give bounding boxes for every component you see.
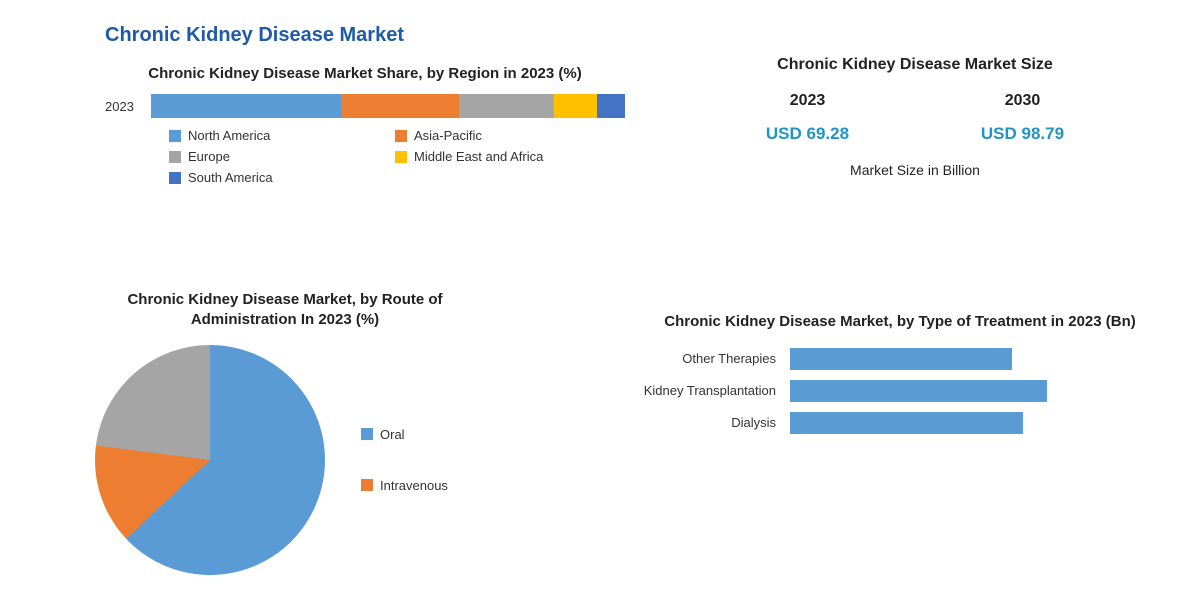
region-share-title: Chronic Kidney Disease Market Share, by … — [105, 64, 625, 84]
treatment-track — [790, 412, 1160, 434]
legend-item: Middle East and Africa — [395, 149, 595, 164]
market-size-columns: 2023 USD 69.28 2030 USD 98.79 — [700, 92, 1130, 144]
treatment-bar — [790, 348, 1012, 370]
market-size-col-2023: 2023 USD 69.28 — [766, 92, 849, 144]
market-size-title: Chronic Kidney Disease Market Size — [700, 56, 1130, 74]
route-admin-chart: Chronic Kidney Disease Market, by Route … — [95, 290, 635, 575]
region-share-chart: Chronic Kidney Disease Market Share, by … — [105, 64, 625, 185]
region-segment — [597, 94, 625, 118]
legend-item: South America — [169, 170, 369, 185]
market-size-year: 2023 — [766, 92, 849, 110]
treatment-type-title: Chronic Kidney Disease Market, by Type o… — [640, 312, 1160, 332]
region-share-bar-row: 2023 — [105, 94, 625, 118]
region-segment — [554, 94, 597, 118]
page-title: Chronic Kidney Disease Market — [105, 24, 404, 47]
legend-label: Oral — [380, 427, 405, 442]
treatment-row: Kidney Transplantation — [640, 380, 1160, 402]
legend-item: Intravenous — [361, 478, 448, 493]
treatment-track — [790, 380, 1160, 402]
treatment-label: Other Therapies — [640, 351, 790, 367]
legend-swatch — [169, 130, 181, 142]
treatment-track — [790, 348, 1160, 370]
legend-swatch — [395, 130, 407, 142]
legend-swatch — [395, 151, 407, 163]
market-size-panel: Chronic Kidney Disease Market Size 2023 … — [700, 56, 1130, 178]
legend-label: North America — [188, 128, 270, 143]
market-size-note: Market Size in Billion — [700, 162, 1130, 178]
treatment-bar — [790, 380, 1047, 402]
legend-swatch — [169, 172, 181, 184]
region-share-legend: North America Asia-Pacific Europe Middle Ea… — [105, 128, 625, 185]
market-size-col-2030: 2030 USD 98.79 — [981, 92, 1064, 144]
region-segment — [459, 94, 554, 118]
treatment-row: Other Therapies — [640, 348, 1160, 370]
market-size-year: 2030 — [981, 92, 1064, 110]
legend-swatch — [361, 428, 373, 440]
treatment-label: Kidney Transplantation — [640, 383, 790, 399]
route-admin-body: Oral Intravenous — [95, 345, 635, 575]
treatment-label: Dialysis — [640, 415, 790, 431]
legend-item: Europe — [169, 149, 369, 164]
legend-item: Asia-Pacific — [395, 128, 595, 143]
legend-swatch — [169, 151, 181, 163]
region-segment — [341, 94, 460, 118]
treatment-type-chart: Chronic Kidney Disease Market, by Type o… — [640, 312, 1160, 444]
treatment-bar — [790, 412, 1023, 434]
route-admin-legend: Oral Intravenous — [361, 427, 448, 493]
treatment-row: Dialysis — [640, 412, 1160, 434]
legend-item: Oral — [361, 427, 448, 442]
treatment-type-rows: Other Therapies Kidney Transplantation Dia… — [640, 348, 1160, 434]
market-size-value: USD 98.79 — [981, 124, 1064, 144]
region-share-bar — [151, 94, 625, 118]
region-segment — [151, 94, 341, 118]
legend-label: Intravenous — [380, 478, 448, 493]
legend-item: North America — [169, 128, 369, 143]
legend-label: Asia-Pacific — [414, 128, 482, 143]
route-admin-pie — [95, 345, 325, 575]
market-size-value: USD 69.28 — [766, 124, 849, 144]
legend-label: South America — [188, 170, 273, 185]
legend-swatch — [361, 479, 373, 491]
region-share-ylabel: 2023 — [105, 99, 151, 114]
route-admin-title: Chronic Kidney Disease Market, by Route … — [95, 290, 475, 331]
legend-label: Europe — [188, 149, 230, 164]
legend-label: Middle East and Africa — [414, 149, 543, 164]
